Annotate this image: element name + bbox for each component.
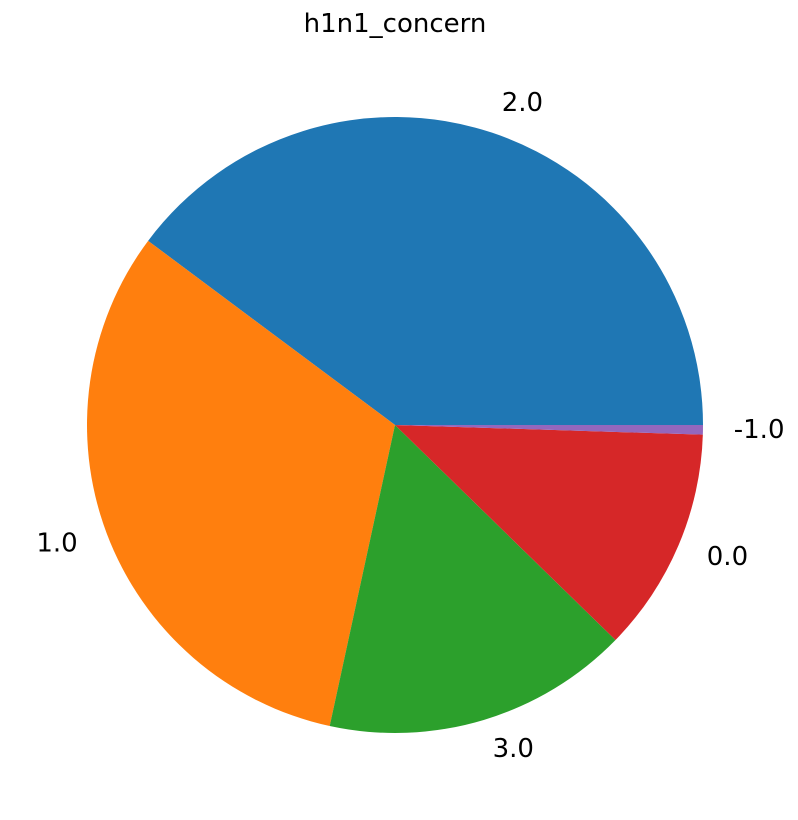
pie-slice-3-0 <box>329 425 616 734</box>
pie-label-1-0: -1.0 <box>734 415 785 445</box>
pie-slices <box>86 116 703 734</box>
pie-label-0-0: 0.0 <box>707 542 748 572</box>
pie-slice-2-0 <box>148 116 703 425</box>
pie-slice-1-0 <box>86 240 396 726</box>
chart-title: h1n1_concern <box>304 9 487 39</box>
pie-label-1-0: 1.0 <box>36 528 77 558</box>
pie-slice-0-0 <box>395 425 703 641</box>
pie-label-3-0: 3.0 <box>493 734 534 764</box>
pie-label-2-0: 2.0 <box>502 88 543 118</box>
pie-slice-1-0 <box>395 425 703 435</box>
pie-labels: 2.0 1.0 3.0 0.0 -1.0 <box>36 88 784 764</box>
